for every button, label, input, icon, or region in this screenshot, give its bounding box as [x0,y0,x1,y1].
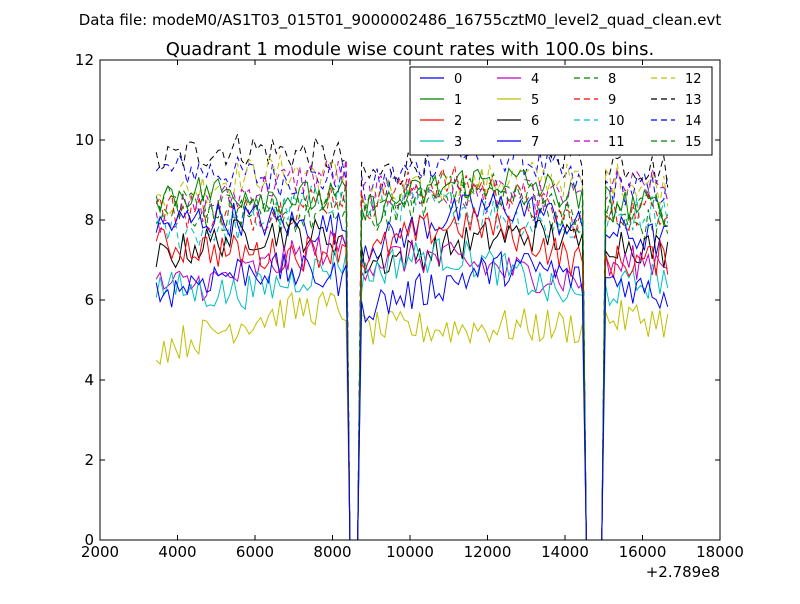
x-tick-label: 4000 [158,543,196,561]
series-line-6 [155,217,669,540]
legend-label-9: 9 [608,93,616,108]
series-line-0 [155,250,669,540]
series-line-1 [155,167,668,540]
legend-label-14: 14 [685,114,702,129]
x-tick-label: 6000 [236,543,274,561]
legend-label-0: 0 [454,72,462,87]
x-tick-label: 12000 [464,543,512,561]
x-offset-label: +2.789e8 [646,563,720,581]
legend-label-7: 7 [531,135,539,150]
series-line-2 [155,207,669,540]
x-tick-label: 2000 [81,543,119,561]
y-tick-label: 4 [84,371,94,389]
y-tick-label: 0 [84,531,94,549]
axis-ticks: 2000 4000 6000 8000 10000 12000 14000 16000 1800… [75,51,744,561]
x-tick-label: 10000 [386,543,434,561]
legend-label-11: 11 [608,135,625,150]
series-layer [155,122,669,540]
x-tick-label: 14000 [541,543,589,561]
legend-label-6: 6 [531,114,539,129]
x-tick-label: 8000 [313,543,351,561]
legend-label-13: 13 [685,93,702,108]
y-tick-label: 8 [84,211,94,229]
legend-label-8: 8 [608,72,616,87]
legend-label-12: 12 [685,72,702,87]
series-line-8 [155,177,669,540]
y-tick-label: 2 [84,451,94,469]
legend-label-5: 5 [531,93,539,108]
legend-label-3: 3 [454,135,462,150]
legend-label-1: 1 [454,93,462,108]
legend-frame [409,66,713,156]
chart-title: Quadrant 1 module wise count rates with … [166,39,655,60]
x-tick-label: 16000 [619,543,667,561]
y-tick-label: 10 [75,131,94,149]
y-tick-label: 6 [84,291,94,309]
series-line-5 [155,291,669,540]
x-tick-label: 18000 [696,543,744,561]
y-tick-label: 12 [75,51,94,69]
suptitle: Data file: modeM0/AS1T03_015T01_90000024… [79,11,722,30]
legend-label-15: 15 [685,135,702,150]
series-line-13 [155,122,669,540]
legend-label-2: 2 [454,114,462,129]
legend-label-10: 10 [608,114,625,129]
series-line-11 [155,158,669,540]
legend-label-4: 4 [531,72,539,87]
series-line-3 [155,237,669,540]
